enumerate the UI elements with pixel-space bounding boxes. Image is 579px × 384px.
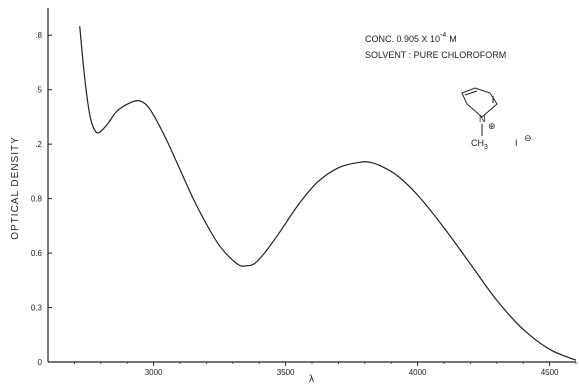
conc-exponent: -4 (440, 32, 446, 39)
x-tick-label: 3000 (145, 368, 163, 377)
y-tick-label: 0.3 (31, 304, 43, 313)
methyl-text: CH (471, 138, 484, 148)
iodide-anion: I (515, 138, 518, 148)
y-ticks: 0 0.3 0.6 0.8 .2 .5 .8 (31, 31, 52, 367)
svg-text:CONC. 0.905 X 10-4M: CONC. 0.905 X 10-4 M (365, 32, 457, 44)
y-tick-label: .8 (35, 31, 42, 40)
y-tick-label: .2 (35, 140, 42, 149)
methyl-subscript: 3 (484, 144, 488, 151)
solvent-text: SOLVENT : PURE CHLOROFORM (365, 50, 506, 60)
pyridinium-structure: N ⊕ CH3 I ⊖ (461, 87, 532, 151)
conc-unit: M (449, 34, 457, 44)
x-tick-label: 4500 (541, 368, 559, 377)
annotation-concentration: CONC. 0.905 X 10-4 M SOLVENT : PURE CHLOR… (365, 32, 506, 60)
series-line (79, 26, 577, 361)
y-tick-label: 0.6 (31, 249, 43, 258)
y-tick-label: 0 (38, 358, 43, 367)
y-tick-label: .5 (35, 86, 42, 95)
ring-double-bond-1 (464, 90, 478, 96)
pyridine-ring (461, 87, 498, 118)
x-tick-label: 3500 (277, 368, 295, 377)
charge-plus: ⊕ (488, 121, 496, 131)
y-axis-title: OPTICAL DENSITY (10, 136, 21, 240)
y-tick-label: 0.8 (31, 195, 43, 204)
x-tick-label: 4000 (409, 368, 427, 377)
svg-text:CH3: CH3 (471, 138, 488, 151)
ring-nitrogen: N (479, 114, 486, 124)
x-axis-title: λ (309, 374, 315, 384)
conc-text: CONC. 0.905 X 10 (365, 34, 440, 44)
charge-minus: ⊖ (524, 133, 532, 143)
x-ticks: 3000 3500 4000 4500 (74, 362, 577, 377)
